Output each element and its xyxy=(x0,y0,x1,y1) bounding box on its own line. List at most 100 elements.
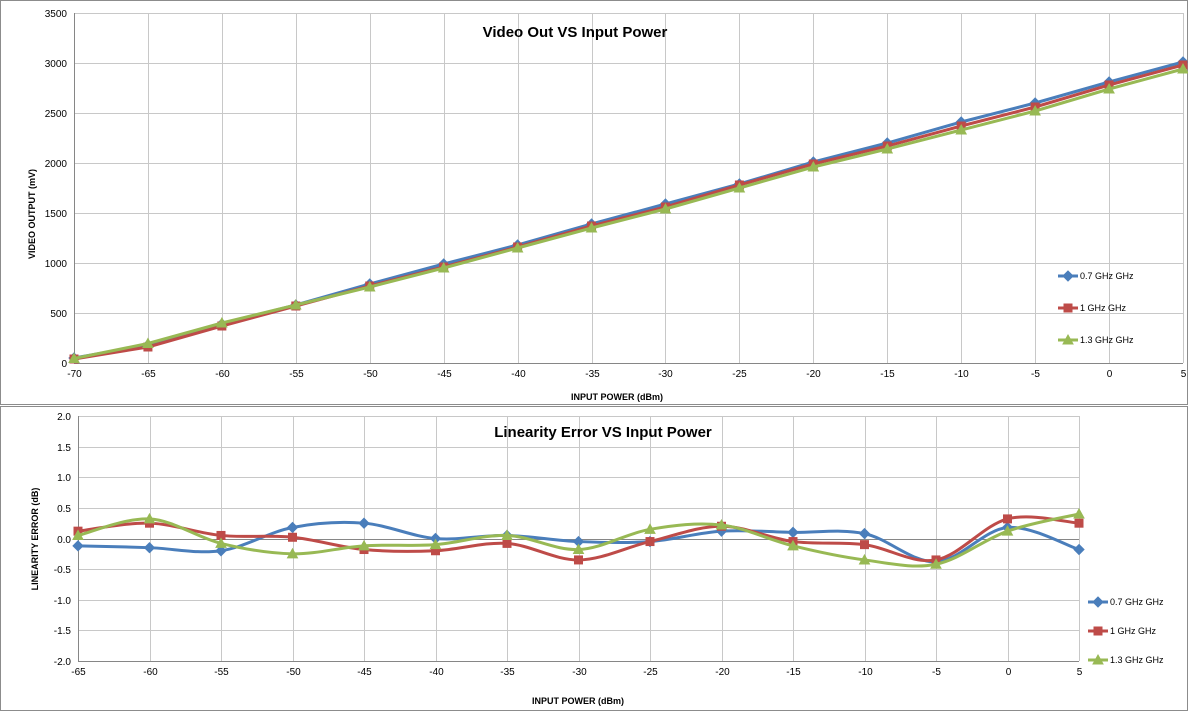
chart1-xtick-label: -30 xyxy=(658,369,673,380)
chart2-xtick-label: 5 xyxy=(1077,667,1083,678)
chart1-legend-label-1-ghz-ghz: 1 GHz GHz xyxy=(1080,303,1127,313)
chart1-ytick-label: 1500 xyxy=(45,209,68,220)
chart1-xtick-label: -55 xyxy=(289,369,304,380)
chart2-point-1-3-ghz-ghz xyxy=(358,539,370,551)
chart1-point-1-3-ghz-ghz xyxy=(1177,62,1188,74)
chart1-xtick-label: -45 xyxy=(437,369,452,380)
chart2-point-1-ghz-ghz xyxy=(1003,514,1012,524)
chart2-ytick-label: -1.0 xyxy=(54,596,72,607)
chart1-xtick-label: -15 xyxy=(880,369,895,380)
chart1-point-1-3-ghz-ghz xyxy=(881,142,894,154)
chart2-xtick-label: 0 xyxy=(1006,667,1012,678)
chart1-point-1-3-ghz-ghz xyxy=(216,316,228,328)
chart2-ylabel: LINEARITY ERROR (dB) xyxy=(30,488,40,591)
chart1-point-1-3-ghz-ghz xyxy=(437,261,450,273)
chart2-point-0-7-ghz-ghz xyxy=(215,545,227,557)
chart2-point-1-3-ghz-ghz xyxy=(429,538,442,550)
chart2-ytick-label: -0.5 xyxy=(54,565,72,576)
chart1-point-1-3-ghz-ghz xyxy=(659,202,672,214)
chart2-point-1-ghz-ghz xyxy=(1074,518,1084,528)
chart1-point-1-3-ghz-ghz xyxy=(363,280,376,292)
chart1-xtick-label: 0 xyxy=(1107,369,1113,380)
chart2-ytick-label: 0.5 xyxy=(57,504,71,515)
chart1-ytick-label: 2000 xyxy=(45,159,68,170)
chart1-xtick-label: -10 xyxy=(954,369,969,380)
chart2-point-1-3-ghz-ghz xyxy=(1073,507,1085,519)
chart2-xtick-label: -10 xyxy=(858,667,873,678)
chart2-legend-label-0-7-ghz-ghz: 0.7 GHz GHz xyxy=(1110,597,1164,607)
chart2-xtick-label: -65 xyxy=(71,667,86,678)
chart2-xtick-label: -30 xyxy=(572,667,587,678)
chart1-point-1-3-ghz-ghz xyxy=(1029,104,1041,116)
chart1-ytick-label: 1000 xyxy=(45,259,68,270)
chart2-point-1-3-ghz-ghz xyxy=(1001,525,1014,536)
chart2-xtick-label: -45 xyxy=(357,667,372,678)
chart1-ytick-label: 3000 xyxy=(45,59,68,70)
chart2-point-1-3-ghz-ghz xyxy=(72,529,84,540)
chart2-legend-marker-1-3-ghz-ghz xyxy=(1092,653,1104,665)
chart1-xtick-label: -65 xyxy=(141,369,156,380)
chart2-point-1-3-ghz-ghz xyxy=(644,523,656,534)
chart2-point-1-3-ghz-ghz xyxy=(572,543,585,555)
chart1-ytick-label: 500 xyxy=(50,309,67,320)
chart1-point-1-3-ghz-ghz xyxy=(1103,82,1115,94)
chart2-ytick-label: 0.0 xyxy=(57,535,71,546)
chart1-legend-marker-1-ghz-ghz xyxy=(1063,303,1073,313)
chart1-legend-marker-0-7-ghz-ghz xyxy=(1062,270,1074,282)
chart1-point-1-3-ghz-ghz xyxy=(142,337,154,348)
chart1-ytick-label: 3500 xyxy=(45,9,68,20)
chart1-title: Video Out VS Input Power xyxy=(483,24,668,41)
chart2-point-1-3-ghz-ghz xyxy=(215,537,227,548)
chart2-point-1-ghz-ghz xyxy=(502,538,512,548)
chart2-point-1-3-ghz-ghz xyxy=(286,547,299,559)
chart2-xtick-label: -5 xyxy=(932,667,941,678)
chart2-point-0-7-ghz-ghz xyxy=(72,540,84,552)
chart1-xtick-label: -40 xyxy=(511,369,526,380)
chart1-frame xyxy=(0,0,1188,405)
chart2-xtick-label: -55 xyxy=(214,667,229,678)
chart1-series-line-1-ghz-ghz xyxy=(72,63,1185,361)
chart2-point-0-7-ghz-ghz xyxy=(1073,543,1085,556)
chart2-ytick-label: -1.5 xyxy=(54,626,72,637)
chart2-point-1-3-ghz-ghz xyxy=(143,512,156,524)
chart2-legend-marker-0-7-ghz-ghz xyxy=(1092,596,1104,608)
chart1-point-1-3-ghz-ghz xyxy=(733,181,746,193)
chart1-xlabel: INPUT POWER (dBm) xyxy=(571,392,663,402)
chart2-ytick-label: 1.5 xyxy=(57,443,71,454)
chart1-point-1-3-ghz-ghz xyxy=(807,160,820,172)
chart2-legend-label-1-3-ghz-ghz: 1.3 GHz GHz xyxy=(1110,655,1164,665)
chart1-xtick-label: -50 xyxy=(363,369,378,380)
chart2-xtick-label: -35 xyxy=(500,667,515,678)
chart2-point-1-ghz-ghz xyxy=(574,555,583,565)
chart1-legend-marker-1-3-ghz-ghz xyxy=(1062,333,1074,345)
chart2-ytick-label: 1.0 xyxy=(57,473,71,484)
chart1-point-1-3-ghz-ghz xyxy=(585,221,598,233)
chart1-ytick-label: 0 xyxy=(61,359,67,370)
chart2-point-1-ghz-ghz xyxy=(645,537,655,547)
chart2-title: Linearity Error VS Input Power xyxy=(494,424,712,441)
chart2-ytick-label: 2.0 xyxy=(57,412,71,423)
chart1-xtick-label: -20 xyxy=(806,369,821,380)
chart2-point-1-3-ghz-ghz xyxy=(501,529,513,540)
chart2-legend-label-1-ghz-ghz: 1 GHz GHz xyxy=(1110,626,1157,636)
chart1-point-1-3-ghz-ghz xyxy=(289,298,302,310)
chart1-legend-label-0-7-ghz-ghz: 0.7 GHz GHz xyxy=(1080,271,1134,281)
chart1-series-line-1-3-ghz-ghz xyxy=(72,67,1185,360)
chart2-legend-marker-1-ghz-ghz xyxy=(1093,626,1103,636)
chart2-point-1-ghz-ghz xyxy=(860,540,869,550)
chart2-xtick-label: -40 xyxy=(429,667,444,678)
chart2-xtick-label: -50 xyxy=(286,667,301,678)
chart2-point-0-7-ghz-ghz xyxy=(858,527,871,540)
chart2-group: -2.0-1.5-1.0-0.50.00.51.01.52.0-65 -60 -55… xyxy=(30,412,1164,706)
chart1-xtick-label: -25 xyxy=(732,369,747,380)
chart1-xtick-label: 5 xyxy=(1181,369,1187,380)
chart1-point-1-3-ghz-ghz xyxy=(955,123,968,135)
chart1-xtick-label: -60 xyxy=(215,369,230,380)
chart1-ylabel: VIDEO OUTPUT (mV) xyxy=(27,169,37,259)
chart1-point-1-3-ghz-ghz xyxy=(68,352,80,363)
chart2-point-1-ghz-ghz xyxy=(288,532,297,542)
chart1-legend-label-1-3-ghz-ghz: 1.3 GHz GHz xyxy=(1080,335,1134,345)
chart2-point-0-7-ghz-ghz xyxy=(286,521,299,534)
chart2-point-0-7-ghz-ghz xyxy=(143,541,156,554)
